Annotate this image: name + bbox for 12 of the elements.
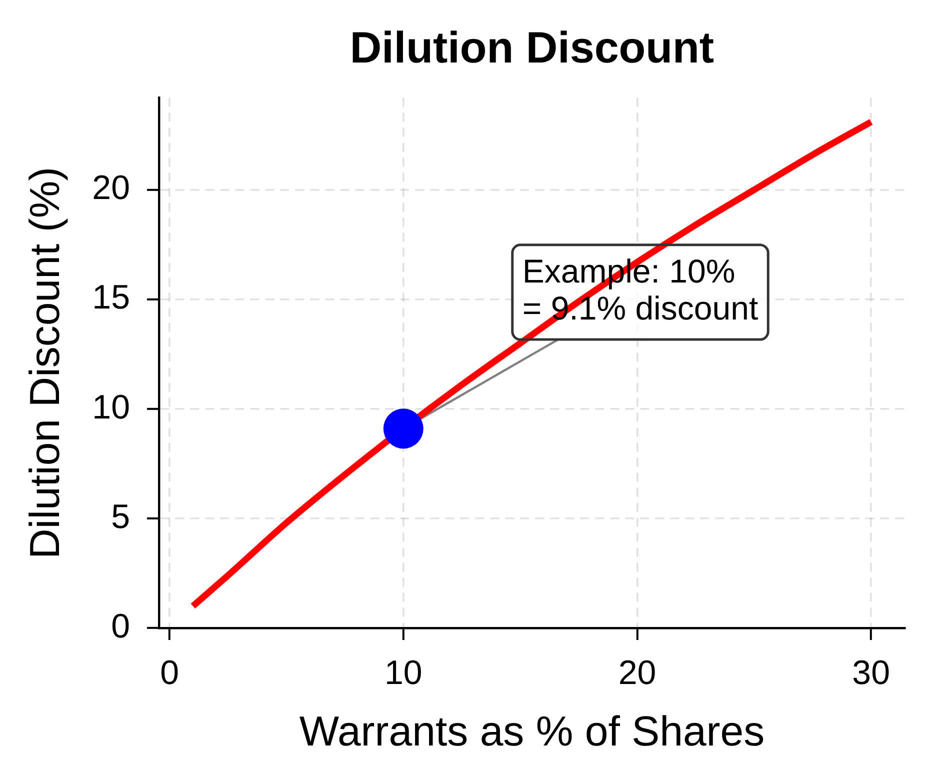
x-axis-title: Warrants as % of Shares — [299, 707, 765, 754]
x-tick-label: 20 — [618, 654, 656, 692]
y-tick-label: 15 — [92, 278, 130, 317]
y-tick-label: 5 — [111, 498, 130, 536]
y-tick-label: 0 — [111, 607, 130, 646]
x-tick-label: 30 — [852, 654, 890, 692]
x-tick-label: 0 — [160, 654, 179, 692]
y-tick-label: 20 — [92, 169, 130, 208]
chart-title: Dilution Discount — [350, 24, 714, 73]
y-tick-label: 10 — [92, 388, 130, 426]
x-tick-label: 10 — [384, 654, 422, 692]
y-axis-title: Dilution Discount (%) — [20, 166, 68, 559]
